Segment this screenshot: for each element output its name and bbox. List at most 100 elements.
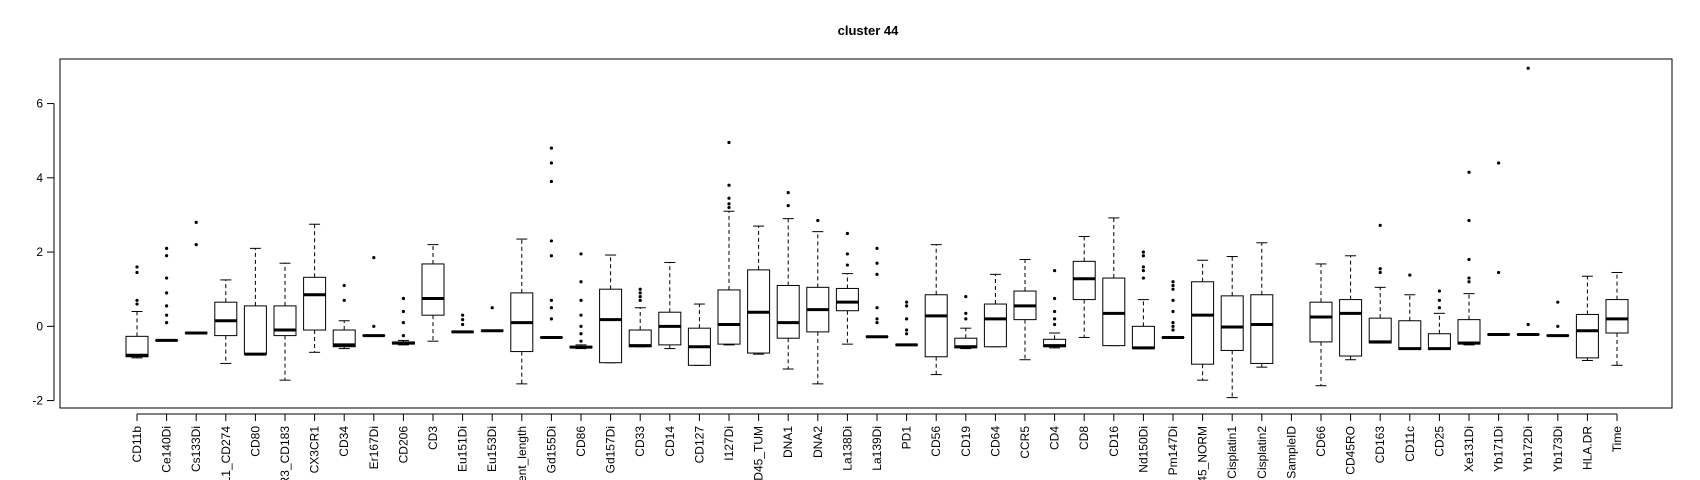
outlier-point [1437, 306, 1441, 310]
outlier-point [1141, 265, 1145, 269]
box-er167di [362, 256, 386, 338]
outlier-point [579, 298, 583, 302]
x-tick-label: La138Di [840, 426, 854, 471]
x-tick-label: CD19 [959, 426, 973, 457]
x-tick-label: Xe131Di [1462, 426, 1476, 472]
box-cs133di [184, 220, 208, 335]
outlier-point [549, 239, 554, 243]
outlier-point [579, 332, 583, 336]
x-tick-label: Yb173Di [1551, 426, 1565, 472]
box-cd64 [983, 273, 1007, 348]
box-cd127 [687, 303, 711, 366]
iqr-box [1309, 301, 1333, 343]
box-eu151di [451, 313, 475, 334]
box-cd3 [421, 244, 445, 342]
iqr-box [776, 284, 800, 339]
box-cd56 [924, 244, 948, 376]
outlier-point [579, 339, 583, 343]
outlier-point [1141, 269, 1145, 273]
boxes-group [125, 66, 1629, 399]
outlier-point [727, 205, 731, 210]
x-tick-label: CD64 [988, 426, 1002, 457]
box-yb172di [1516, 66, 1540, 336]
outlier-point [786, 204, 790, 208]
x-tick-label: CD45_TUM [752, 426, 766, 480]
outlier-point [1171, 324, 1175, 328]
outlier-point [638, 298, 642, 302]
outlier-point [1141, 276, 1145, 280]
outlier-point [845, 252, 850, 256]
x-tick-label: CD66 [1314, 426, 1328, 457]
box-cd25 [1427, 289, 1451, 351]
outlier-point [165, 321, 169, 325]
outlier-point [549, 254, 554, 258]
iqr-box [1575, 313, 1599, 359]
outlier-point [401, 296, 405, 301]
box-dna1 [776, 191, 800, 370]
outlier-point [727, 196, 731, 200]
box-pd1 [895, 300, 919, 347]
outlier-point [1171, 321, 1175, 325]
x-tick-label: CD206 [396, 426, 410, 464]
outlier-point [372, 256, 376, 260]
outlier-point [1171, 287, 1175, 291]
outlier-point [964, 317, 968, 321]
outlier-point [1556, 324, 1560, 328]
box-cd45ro [1339, 255, 1363, 361]
outlier-point [579, 280, 583, 284]
box-cd19 [954, 295, 978, 350]
outlier-point [845, 231, 850, 236]
outlier-point [875, 317, 879, 321]
outlier-point [549, 146, 554, 150]
outlier-point [816, 218, 820, 223]
iqr-box [1457, 319, 1481, 345]
x-tick-label: Cisplatin2 [1255, 426, 1269, 479]
outlier-point [135, 270, 139, 275]
outlier-point [1467, 276, 1471, 280]
x-tick-label: Yb172Di [1521, 426, 1535, 472]
box-cd45-norm [1191, 259, 1215, 381]
x-tick-label: CD163 [1373, 426, 1387, 464]
box-cd14 [658, 261, 682, 350]
outlier-point [1053, 317, 1057, 321]
outlier-point [372, 324, 376, 328]
x-tick-label: La139Di [870, 426, 884, 471]
x-tick-label: CD11b [130, 426, 144, 463]
outlier-point [1526, 322, 1530, 327]
iqr-box [1220, 295, 1244, 351]
outlier-point [1171, 328, 1175, 332]
box-ce140di [155, 246, 179, 342]
outlier-point [1437, 289, 1441, 293]
box-pm147di [1161, 280, 1185, 339]
x-tick-label: CD14 [663, 426, 677, 457]
x-tick-label: PDL1_CD274 [219, 426, 233, 480]
outlier-point [165, 254, 169, 258]
outlier-point [401, 321, 405, 325]
outlier-point [1467, 257, 1471, 262]
box-la138di [835, 231, 859, 345]
outlier-point [875, 261, 879, 265]
outlier-point [875, 321, 879, 325]
outlier-point [1171, 309, 1175, 314]
box-ccr5 [1013, 258, 1037, 361]
y-tick-label: 6 [36, 97, 43, 111]
x-tick-label: I127Di [722, 426, 736, 461]
y-tick-label: 2 [36, 245, 43, 259]
x-tick-label: CCR5 [1018, 426, 1032, 459]
outlier-point [875, 272, 879, 276]
outlier-point [342, 283, 346, 288]
x-tick-label: CD45_NORM [1196, 426, 1210, 480]
x-tick-label: Eu153Di [485, 426, 499, 472]
outlier-point [165, 291, 169, 295]
box-cd33 [628, 287, 652, 348]
outlier-point [1053, 309, 1057, 314]
iqr-box [658, 311, 682, 346]
outlier-point [1526, 66, 1530, 70]
outlier-point [549, 317, 554, 321]
box-cd206 [391, 296, 415, 346]
box-cd11b [125, 265, 149, 359]
outlier-point [461, 322, 465, 327]
iqr-box [1605, 299, 1629, 334]
outlier-point [638, 291, 642, 295]
